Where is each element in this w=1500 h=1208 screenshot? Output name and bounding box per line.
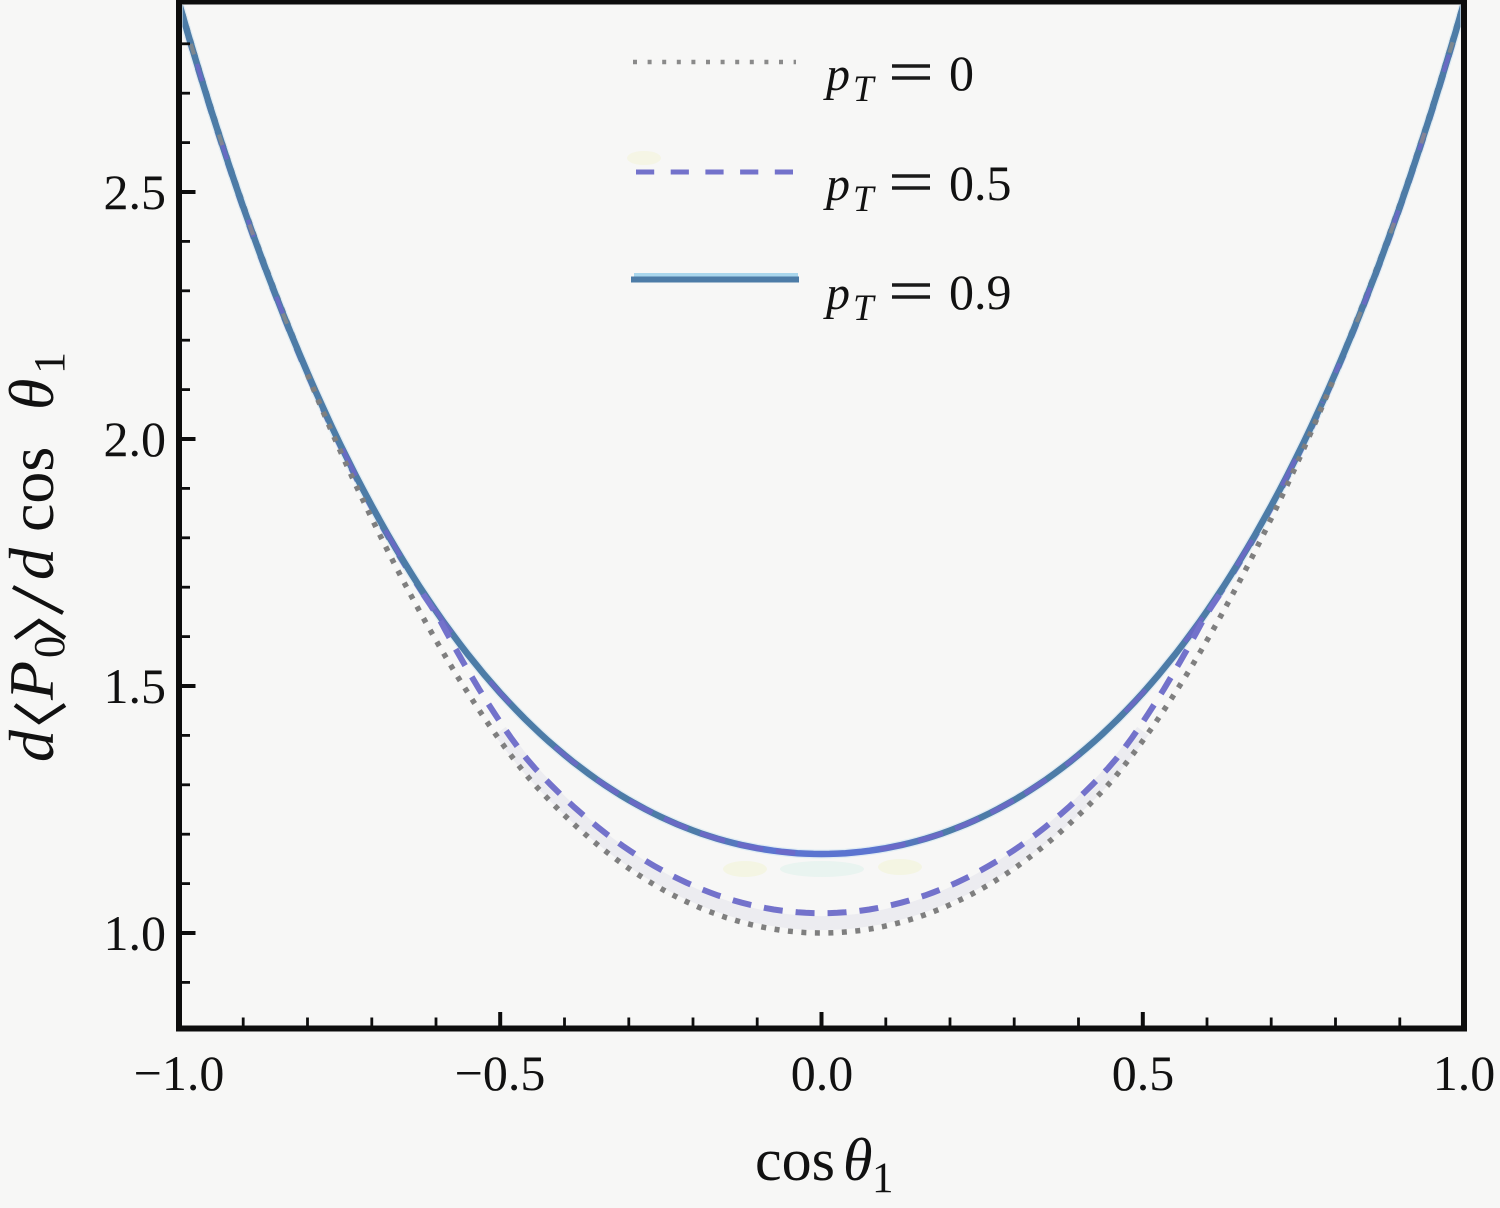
svg-text:0: 0 — [25, 636, 74, 658]
svg-text:1.0: 1.0 — [104, 905, 167, 961]
svg-text:pT0.5: pT 0.5 — [823, 155, 1012, 220]
svg-text:−0.5: −0.5 — [455, 1045, 546, 1101]
svg-text:d: d — [0, 729, 67, 762]
svg-text:1.0: 1.0 — [1433, 1045, 1496, 1101]
svg-text:2.0: 2.0 — [104, 411, 167, 467]
svg-text:0.5: 0.5 — [1112, 1045, 1175, 1101]
svg-text:d: d — [0, 547, 67, 580]
svg-text:θ: θ — [0, 379, 67, 410]
svg-text:−1.0: −1.0 — [134, 1045, 225, 1101]
svg-text:P: P — [0, 661, 67, 701]
svg-text:0.0: 0.0 — [791, 1045, 854, 1101]
svg-text:pT0: pT 0 — [823, 45, 974, 110]
svg-text:2.5: 2.5 — [104, 164, 167, 220]
svg-text:1: 1 — [25, 352, 74, 374]
svg-text:1.5: 1.5 — [104, 658, 167, 714]
svg-text:cos: cos — [0, 447, 67, 532]
svg-text:pT0.9: pT 0.9 — [823, 264, 1012, 329]
